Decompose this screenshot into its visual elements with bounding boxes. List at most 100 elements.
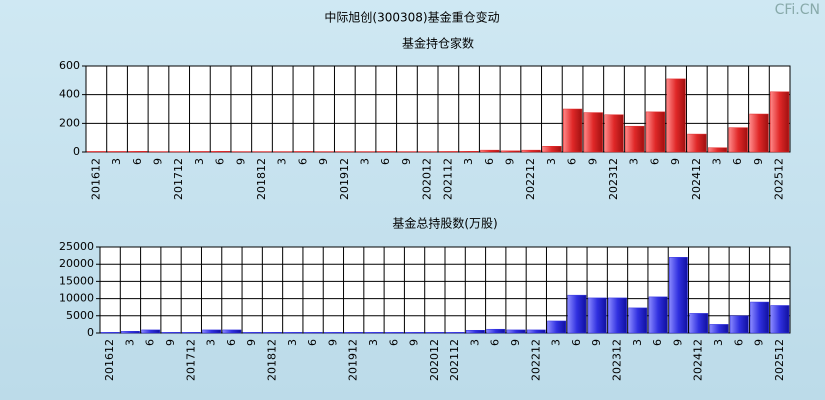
- x-tick-label: 9: [234, 158, 247, 165]
- x-tick-label: 202412: [690, 158, 703, 200]
- x-tick-label: 3: [193, 158, 206, 165]
- bar: [750, 301, 769, 334]
- bar: [648, 296, 668, 334]
- x-tick-label: 201912: [347, 339, 360, 381]
- bar: [542, 146, 562, 153]
- x-tick-label: 6: [214, 158, 227, 165]
- y-tick-label: 5000: [66, 309, 94, 322]
- x-tick-label: 6: [731, 158, 744, 165]
- bar: [384, 332, 404, 334]
- bar: [547, 320, 566, 334]
- bar: [202, 329, 221, 334]
- x-tick-label: 6: [489, 339, 502, 346]
- y-tick-label: 0: [73, 145, 80, 158]
- bar: [263, 332, 282, 334]
- bar: [608, 297, 627, 334]
- bar: [466, 329, 485, 334]
- x-tick-label: 3: [545, 158, 558, 165]
- bar: [405, 332, 424, 334]
- x-tick-label: 3: [205, 339, 218, 346]
- bar: [181, 332, 201, 334]
- x-tick-label: 6: [651, 339, 664, 346]
- x-tick-label: 9: [164, 339, 177, 346]
- x-tick-label: 6: [144, 339, 157, 346]
- bar: [364, 332, 384, 334]
- x-tick-label: 202212: [524, 158, 537, 200]
- bar: [211, 151, 231, 153]
- x-tick-label: 3: [712, 339, 725, 346]
- x-tick-label: 3: [110, 158, 123, 165]
- bar: [628, 307, 648, 334]
- bar: [86, 151, 106, 153]
- bar: [121, 331, 140, 334]
- bar: [445, 332, 465, 334]
- x-tick-label: 201712: [184, 339, 197, 381]
- bar: [526, 329, 546, 334]
- x-tick-label: 202312: [607, 158, 620, 200]
- bar: [604, 114, 624, 153]
- y-tick-label: 200: [59, 116, 80, 129]
- bar: [587, 297, 607, 334]
- bar: [709, 324, 729, 334]
- bar: [303, 332, 323, 334]
- y-tick-label: 600: [59, 59, 80, 72]
- x-tick-label: 3: [711, 158, 724, 165]
- bar: [438, 151, 458, 153]
- x-tick-label: 3: [628, 158, 641, 165]
- bar: [770, 91, 790, 153]
- y-tick-label: 400: [59, 88, 80, 101]
- x-tick-label: 9: [503, 158, 516, 165]
- bar: [707, 147, 728, 153]
- bar: [749, 113, 769, 153]
- x-tick-label: 9: [590, 339, 603, 346]
- bar: [625, 125, 645, 153]
- bar: [324, 332, 343, 334]
- bar: [242, 332, 262, 334]
- x-tick-label: 9: [753, 339, 766, 346]
- x-tick-label: 3: [468, 339, 481, 346]
- y-tick-label: 20000: [59, 257, 94, 270]
- bar: [669, 257, 688, 334]
- x-tick-label: 6: [296, 158, 309, 165]
- x-tick-label: 202012: [428, 339, 441, 381]
- x-tick-label: 9: [509, 339, 522, 346]
- bar: [293, 151, 313, 153]
- x-tick-label: 202512: [773, 158, 786, 200]
- bar: [563, 108, 583, 153]
- x-tick-label: 9: [671, 339, 684, 346]
- x-tick-label: 201612: [103, 339, 116, 381]
- x-tick-label: 9: [752, 158, 765, 165]
- bar: [480, 149, 500, 153]
- bar: [521, 149, 541, 153]
- bar: [645, 111, 665, 153]
- chart-title: 基金持仓家数: [402, 36, 474, 51]
- x-tick-label: 6: [566, 158, 579, 165]
- bar: [689, 313, 709, 334]
- x-tick-label: 9: [245, 339, 258, 346]
- x-tick-label: 3: [286, 339, 299, 346]
- bar: [459, 151, 479, 153]
- bar: [687, 133, 707, 153]
- x-tick-label: 9: [408, 339, 421, 346]
- bar: [344, 332, 364, 334]
- chart-title: 基金总持股数(万股): [392, 216, 497, 231]
- x-tick-label: 201812: [255, 158, 268, 200]
- y-tick-label: 25000: [59, 240, 94, 253]
- x-tick-label: 6: [732, 339, 745, 346]
- bar: [425, 332, 445, 334]
- y-tick-label: 15000: [59, 274, 94, 287]
- x-tick-label: 202512: [773, 339, 786, 381]
- bar: [770, 305, 790, 334]
- x-tick-label: 6: [306, 339, 319, 346]
- bar: [128, 151, 148, 153]
- x-tick-label: 6: [379, 158, 392, 165]
- bar: [506, 329, 526, 334]
- x-tick-label: 3: [631, 339, 644, 346]
- x-tick-label: 9: [669, 158, 682, 165]
- bar: [567, 294, 587, 334]
- x-tick-label: 3: [367, 339, 380, 346]
- bar: [500, 150, 521, 153]
- bar: [141, 329, 161, 334]
- page-title: 中际旭创(300308)基金重仓变动: [324, 10, 499, 25]
